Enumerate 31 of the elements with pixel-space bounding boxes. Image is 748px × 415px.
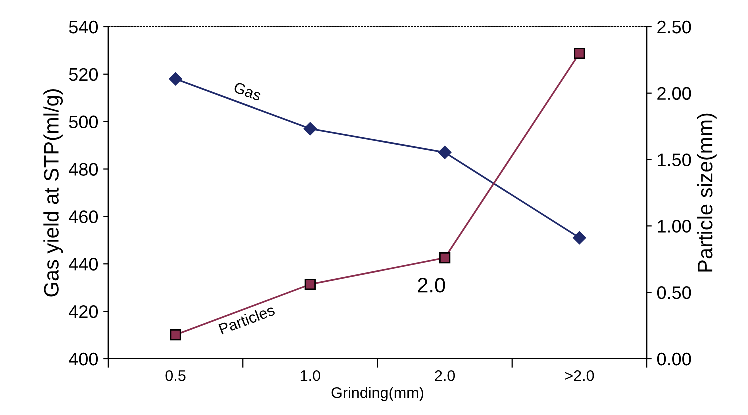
point: [170, 330, 182, 341]
point: [304, 279, 316, 290]
point: [169, 72, 182, 86]
annotation: 2.0: [418, 278, 446, 293]
point: [574, 48, 586, 60]
y2-tick-label: 1.50: [658, 154, 692, 166]
point: [440, 252, 451, 264]
y2-tick-label: 0.00: [657, 352, 692, 366]
point: [304, 122, 318, 136]
y2-tick-label: 2.00: [658, 87, 692, 100]
y-tick-label: 480: [69, 163, 98, 176]
x-tick-label: >2.0: [565, 370, 594, 382]
x-tick-label: 1.0: [300, 370, 320, 382]
y-tick-label: 520: [69, 68, 98, 82]
x-tick-label: 2.0: [435, 370, 456, 382]
y-tick-label: 460: [69, 210, 98, 224]
y-tick-label: 540: [69, 20, 98, 34]
y2-tick-label: 0.50: [657, 286, 692, 300]
text: Gas: [233, 82, 262, 102]
x-tick-label: 0.5: [166, 370, 186, 382]
point: [573, 231, 586, 245]
point: [438, 146, 452, 160]
y2-tick-label: 1.00: [658, 220, 692, 233]
y-tick-label: 420: [69, 305, 98, 318]
y-tick-label: 400: [69, 352, 98, 366]
x-axis-title: Grinding(mm): [332, 387, 424, 402]
y-tick-label: 440: [69, 258, 98, 271]
y2-axis-title: Particle size(mm): [697, 114, 717, 272]
y-axis-title: Gas yield at STP(ml/g): [44, 89, 64, 297]
y2-tick-label: 2.50: [658, 20, 692, 34]
y-tick-label: 500: [69, 116, 98, 129]
